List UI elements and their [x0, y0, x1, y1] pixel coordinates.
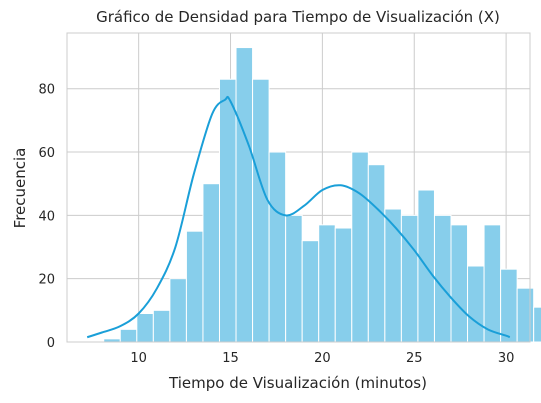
histogram-bar [235, 47, 254, 343]
tick-labels: 10 15 20 25 30 0 20 40 60 80 [38, 83, 514, 366]
x-tick-label: 20 [314, 351, 331, 366]
kde-curve [86, 95, 511, 339]
chart-title: Gráfico de Densidad para Tiempo de Visua… [96, 8, 500, 26]
x-tick-label: 15 [222, 351, 239, 366]
y-tick-label: 60 [38, 146, 55, 161]
histogram-bar [384, 208, 402, 343]
y-tick-label: 0 [47, 336, 55, 351]
x-tick-label: 25 [406, 351, 423, 366]
histogram-bar [318, 224, 336, 343]
y-tick-label: 40 [38, 209, 55, 224]
histogram-bar [169, 278, 187, 343]
y-axis-label: Frecuencia [11, 148, 29, 229]
histogram-bar [533, 306, 541, 343]
plot-frame [66, 32, 531, 343]
histogram-bar [450, 224, 469, 343]
histogram-bar [185, 230, 204, 343]
histogram-bar [202, 183, 220, 343]
histogram-bar [351, 151, 369, 343]
x-tick-label: 10 [130, 351, 147, 366]
histogram-bar [218, 78, 237, 343]
x-tick-label: 30 [498, 351, 515, 366]
histogram-bar [268, 151, 287, 343]
histogram-bars [103, 47, 541, 343]
histogram-bar [119, 328, 138, 343]
y-tick-label: 20 [38, 273, 55, 288]
histogram-bar [483, 224, 502, 343]
histogram-bar [136, 313, 154, 343]
histogram-bar [152, 309, 171, 343]
histogram-bar [400, 214, 419, 343]
y-tick-label: 80 [38, 83, 55, 98]
histogram-bar [433, 214, 452, 343]
histogram-bar [516, 287, 535, 343]
histogram-bar [334, 227, 353, 343]
histogram-bar [500, 268, 518, 343]
x-axis-label: Tiempo de Visualización (minutos) [168, 374, 427, 392]
histogram-bar [367, 164, 386, 343]
histogram-bar [301, 240, 320, 343]
histogram-bar [285, 214, 303, 343]
histogram-bar [467, 265, 485, 343]
histogram-bar [252, 78, 270, 343]
